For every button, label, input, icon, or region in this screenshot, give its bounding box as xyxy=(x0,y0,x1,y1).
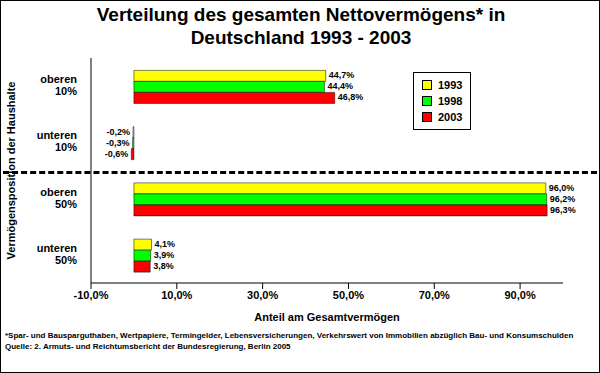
html-text:*Spar- und Bausparguthaben, We: *Spar- und Bausparguthaben, Wertpapiere,… xyxy=(5,331,574,340)
svg-text:96,2%: 96,2% xyxy=(550,194,576,204)
svg-text:96,0%: 96,0% xyxy=(549,183,575,193)
svg-text:-10,0%: -10,0% xyxy=(74,289,109,301)
svg-text:3,9%: 3,9% xyxy=(154,250,175,260)
svg-text:unteren50%: unteren50% xyxy=(37,242,78,266)
html-text:1998: 1998 xyxy=(438,95,463,107)
svg-text:oberen10%: oberen10% xyxy=(40,73,77,97)
svg-text:90,0%: 90,0% xyxy=(504,289,535,301)
svg-text:44,7%: 44,7% xyxy=(329,70,355,80)
svg-text:70,0%: 70,0% xyxy=(419,289,450,301)
svg-text:96,3%: 96,3% xyxy=(550,205,576,215)
html-text:1993: 1993 xyxy=(438,79,463,91)
svg-text:4,1%: 4,1% xyxy=(155,239,176,249)
svg-text:-0,2%: -0,2% xyxy=(107,127,131,137)
svg-text:3,8%: 3,8% xyxy=(153,261,174,271)
html-text:2003: 2003 xyxy=(438,111,463,123)
svg-text:-0,3%: -0,3% xyxy=(106,138,130,148)
svg-text:44,4%: 44,4% xyxy=(327,81,353,91)
svg-text:10,0%: 10,0% xyxy=(161,289,192,301)
html-text:Quelle: 2. Armuts- und Reichtu: Quelle: 2. Armuts- und Reichtumsbericht … xyxy=(5,342,291,351)
svg-text:Anteil am Gesamtvermögen: Anteil am Gesamtvermögen xyxy=(254,311,400,323)
svg-text:oberen50%: oberen50% xyxy=(40,186,77,210)
svg-text:-0,6%: -0,6% xyxy=(105,149,129,159)
svg-text:46,8%: 46,8% xyxy=(338,92,364,102)
svg-text:50,0%: 50,0% xyxy=(333,289,364,301)
html-text:Verteilung des gesamten Nettov: Verteilung des gesamten Nettovermögens* … xyxy=(96,4,506,48)
svg-text:unteren10%: unteren10% xyxy=(37,129,78,153)
svg-text:30,0%: 30,0% xyxy=(247,289,278,301)
